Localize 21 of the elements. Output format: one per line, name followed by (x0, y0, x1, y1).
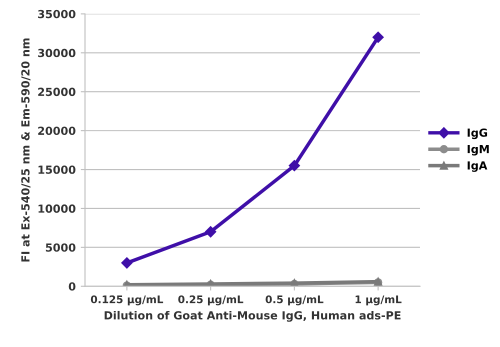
x-tick-label: 0.25 µg/mL (178, 295, 244, 306)
y-axis-title: FI at Ex-540/25 nm & Em-590/20 nm (21, 38, 30, 262)
legend-label: IgA (468, 161, 488, 172)
point (205, 226, 216, 238)
point (288, 160, 300, 172)
x-axis-title: Dilution of Goat Anti-Mouse IgG, Human ads-PE (104, 310, 401, 322)
y-tick-label: 10000 (38, 204, 76, 213)
y-tick-label: 20000 (38, 126, 76, 135)
x-tick-label: 1 µg/mL (356, 296, 402, 306)
point (121, 257, 132, 269)
y-tick-label: 25000 (38, 88, 76, 96)
legend-label: IgG (468, 128, 488, 140)
x-tick-label: 0.5 µg/mL (266, 295, 324, 306)
y-tick-label: 15000 (38, 166, 76, 174)
y-tick-label: 35000 (38, 10, 76, 18)
x-tick-label: 0.125 µg/mL (90, 295, 164, 306)
y-tick-label: 5000 (46, 243, 76, 252)
y-tick-label: 0 (68, 282, 76, 291)
point (372, 32, 384, 43)
y-tick-label: 30000 (38, 48, 76, 58)
legend-label: IgM (468, 145, 489, 156)
